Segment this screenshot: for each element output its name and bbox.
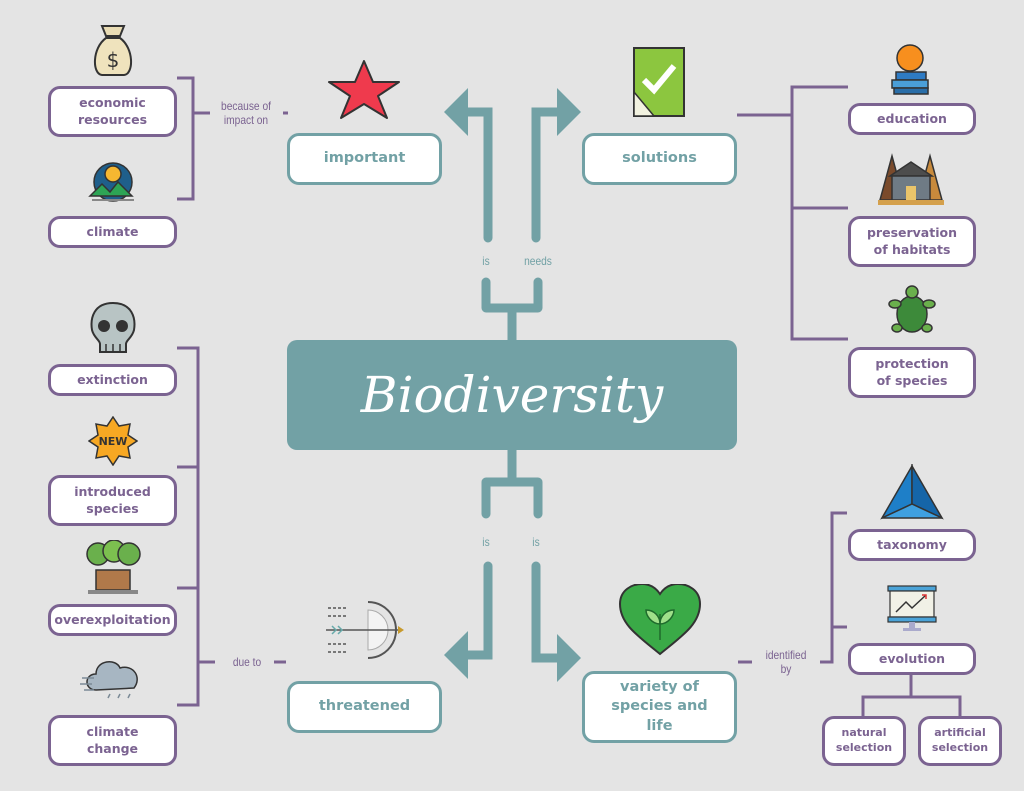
link-label-needs: needs bbox=[524, 254, 552, 268]
sun-mountains-icon bbox=[88, 162, 134, 202]
checkmark-icon bbox=[633, 47, 685, 117]
leaf-heart-icon bbox=[618, 584, 702, 656]
archery-target-icon bbox=[326, 601, 404, 659]
bottom-fork bbox=[481, 445, 543, 519]
turtle-icon bbox=[888, 285, 936, 333]
node-natural-selection[interactable]: natural selection bbox=[822, 716, 906, 766]
node-solutions[interactable]: solutions bbox=[582, 133, 737, 185]
link-label-identified-by: identified by bbox=[765, 648, 807, 677]
pyramid-icon bbox=[880, 464, 944, 520]
bracket-solutions bbox=[737, 85, 848, 341]
node-education[interactable]: education bbox=[848, 103, 976, 135]
node-overexploitation[interactable]: overexploitation bbox=[48, 604, 177, 636]
arrow-threatened bbox=[461, 561, 493, 660]
link-label-due-to: due to bbox=[232, 655, 262, 669]
link-label-is: is bbox=[482, 535, 490, 549]
node-climate-change[interactable]: climate change bbox=[48, 715, 177, 766]
node-evolution[interactable]: evolution bbox=[848, 643, 976, 675]
node-threatened[interactable]: threatened bbox=[287, 681, 442, 733]
top-fork bbox=[481, 277, 543, 345]
arrow-important bbox=[461, 107, 493, 243]
chart-board-icon bbox=[887, 585, 937, 631]
arrow-variety bbox=[531, 561, 563, 663]
central-topic[interactable]: Biodiversity bbox=[287, 340, 737, 450]
books-orange-icon bbox=[891, 44, 929, 95]
node-climate[interactable]: climate bbox=[48, 216, 177, 248]
money-bag-icon: $ bbox=[94, 25, 132, 76]
node-artificial-selection[interactable]: artificial selection bbox=[918, 716, 1002, 766]
bracket-important bbox=[177, 76, 288, 201]
storm-cloud-icon bbox=[80, 661, 138, 699]
evolution-fork bbox=[861, 675, 962, 716]
node-introduced-species[interactable]: introduced species bbox=[48, 475, 177, 526]
bracket-variety bbox=[738, 511, 847, 664]
starfish-icon bbox=[328, 60, 400, 119]
bracket-threatened bbox=[177, 346, 286, 707]
node-economic-resources[interactable]: economic resources bbox=[48, 86, 177, 137]
arrowhead bbox=[444, 88, 468, 136]
node-extinction[interactable]: extinction bbox=[48, 364, 177, 396]
new-badge-text: NEW bbox=[99, 435, 128, 448]
node-taxonomy[interactable]: taxonomy bbox=[848, 529, 976, 561]
new-badge-icon: NEW bbox=[88, 416, 138, 466]
node-preservation[interactable]: preservation of habitats bbox=[848, 216, 976, 267]
link-label-is: is bbox=[532, 535, 540, 549]
skull-icon bbox=[90, 301, 136, 353]
node-important[interactable]: important bbox=[287, 133, 442, 185]
arrowhead bbox=[557, 634, 581, 682]
trees-icon bbox=[86, 540, 141, 594]
node-variety[interactable]: variety of species and life bbox=[582, 671, 737, 743]
central-title: Biodiversity bbox=[360, 366, 664, 424]
link-label-is: is bbox=[482, 254, 490, 268]
arrowhead bbox=[444, 631, 468, 679]
node-protection[interactable]: protection of species bbox=[848, 347, 976, 398]
link-label-because: because of impact on bbox=[221, 99, 271, 128]
arrow-solutions bbox=[531, 107, 563, 243]
arrowhead bbox=[557, 88, 581, 136]
house-icon bbox=[878, 153, 944, 205]
svg-text:$: $ bbox=[107, 48, 120, 72]
